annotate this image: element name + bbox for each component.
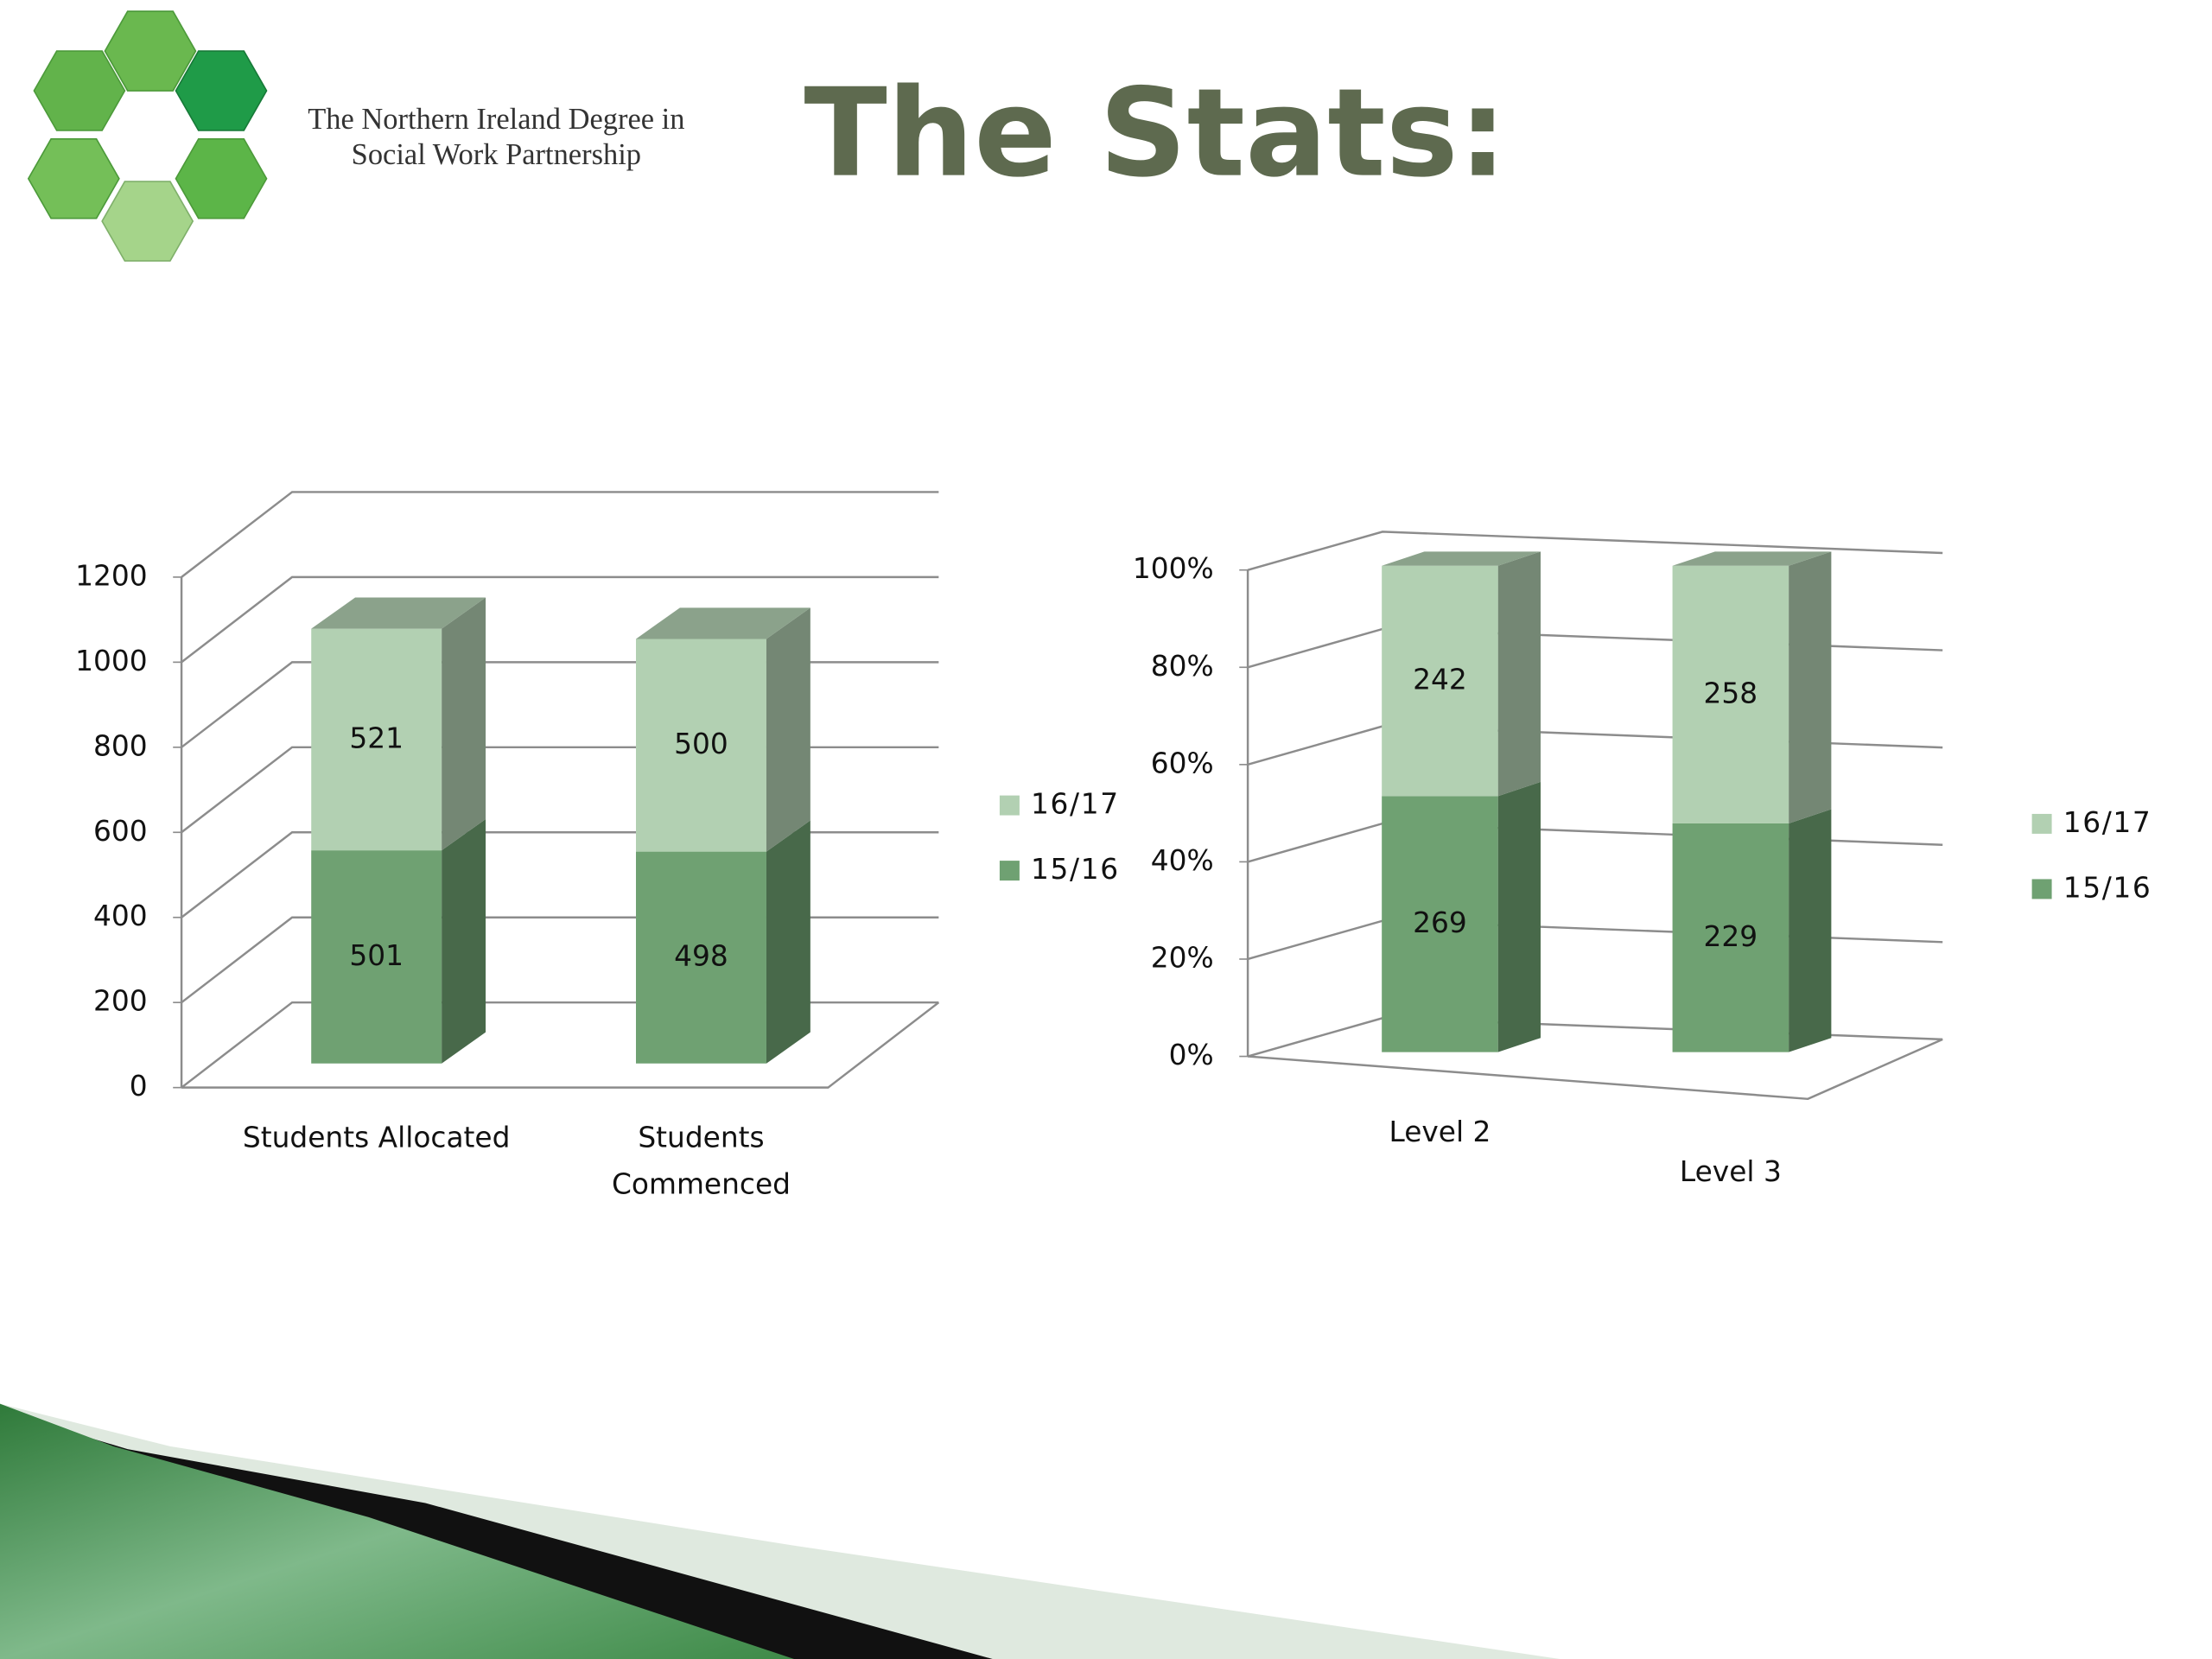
bar-segment — [1672, 551, 1832, 823]
y-tick-label: 200 — [93, 985, 148, 1018]
y-tick-label: 0% — [1169, 1039, 1214, 1071]
grid-line — [1247, 919, 1943, 961]
slide-title: The Stats: — [804, 63, 1507, 205]
y-tick-label: 800 — [93, 729, 148, 762]
y-tick-label: 40% — [1151, 844, 1214, 877]
data-label: 229 — [1704, 920, 1758, 953]
grid-line — [181, 491, 939, 578]
data-label: 500 — [674, 728, 728, 760]
data-label: 269 — [1413, 906, 1467, 939]
data-label: 258 — [1704, 677, 1758, 709]
grid-line — [181, 916, 939, 1004]
bar-front — [1672, 823, 1789, 1052]
y-tick-label: 60% — [1151, 747, 1214, 779]
y-tick-label: 20% — [1151, 941, 1214, 974]
bar-front — [311, 628, 442, 851]
bar-segment — [1672, 809, 1832, 1052]
bar-top — [1672, 551, 1832, 566]
grid-line — [181, 661, 939, 748]
bar-front — [1382, 565, 1498, 797]
bar-side — [442, 597, 486, 851]
bar-segment — [311, 597, 486, 851]
logo: The Northern Ireland Degree in Social Wo… — [27, 10, 684, 262]
grid-line — [181, 1001, 939, 1089]
logo-text: The Northern Ireland Degree in — [308, 103, 684, 136]
legend-swatch — [2031, 813, 2052, 834]
legend-swatch — [999, 861, 1020, 881]
x-tick-label-box: Students Commenced — [611, 1120, 791, 1201]
x-tick-label-box: Students Allocated — [242, 1120, 511, 1154]
legend-label: 16/17 — [1031, 788, 1120, 821]
grid-line — [181, 831, 939, 918]
legend-label: 16/17 — [2063, 806, 2152, 839]
x-tick-label: Level 3 — [1679, 1154, 1782, 1189]
y-tick-label: 600 — [93, 815, 148, 848]
x-tick-label: Level 2 — [1389, 1114, 1491, 1149]
bar-front — [1672, 565, 1789, 823]
logo-text: Social Work Partnership — [352, 138, 641, 171]
bar-front — [1382, 796, 1498, 1052]
bar-side — [442, 819, 486, 1064]
y-tick-label: 1200 — [75, 559, 148, 592]
legend-swatch — [999, 795, 1020, 816]
bar-top — [1382, 551, 1541, 566]
grid-line — [181, 575, 939, 664]
data-label: 501 — [349, 939, 404, 972]
bar-front — [636, 851, 766, 1064]
bar-top — [636, 607, 810, 639]
bar-side — [766, 820, 810, 1064]
grid-line — [1247, 531, 1943, 571]
bar-side — [766, 607, 810, 852]
legend-swatch — [2031, 879, 2052, 899]
floor — [1248, 1038, 1943, 1101]
bar-side — [1789, 809, 1832, 1052]
bar-segment — [636, 820, 810, 1064]
bar-segment — [1382, 781, 1541, 1052]
grid-line — [1247, 627, 1943, 669]
x-tick-label: Students Allocated — [242, 1120, 511, 1154]
y-tick-label: 0 — [130, 1070, 148, 1103]
x-tick-label: Students Commenced — [611, 1120, 791, 1201]
y-tick-label: 80% — [1151, 650, 1214, 683]
bar-front — [311, 850, 442, 1064]
swoosh — [0, 1403, 1560, 1659]
bar-segment — [636, 607, 810, 852]
bar-side — [1497, 551, 1541, 797]
data-label: 242 — [1413, 664, 1467, 696]
bar-side — [1789, 551, 1832, 823]
grid-line — [181, 746, 939, 834]
data-label: 498 — [674, 940, 728, 973]
grid-line — [1247, 725, 1943, 766]
grid-line — [1247, 1017, 1943, 1058]
legend-label: 15/16 — [1031, 853, 1120, 886]
floor — [181, 1001, 940, 1089]
y-tick-label: 400 — [93, 899, 148, 932]
grid-line — [1247, 822, 1943, 863]
bar-top — [311, 597, 486, 629]
y-tick-label: 100% — [1133, 552, 1214, 585]
legend-label: 15/16 — [2063, 871, 2152, 904]
bar-side — [1497, 781, 1541, 1052]
x-tick-label-box: Level 2 — [1389, 1114, 1491, 1149]
bar-segment — [1382, 551, 1541, 797]
data-label: 521 — [349, 721, 404, 754]
y-tick-label: 1000 — [75, 645, 148, 677]
bar-segment — [311, 819, 486, 1064]
bar-front — [636, 639, 766, 852]
x-tick-label-box: Level 3 — [1679, 1154, 1782, 1189]
